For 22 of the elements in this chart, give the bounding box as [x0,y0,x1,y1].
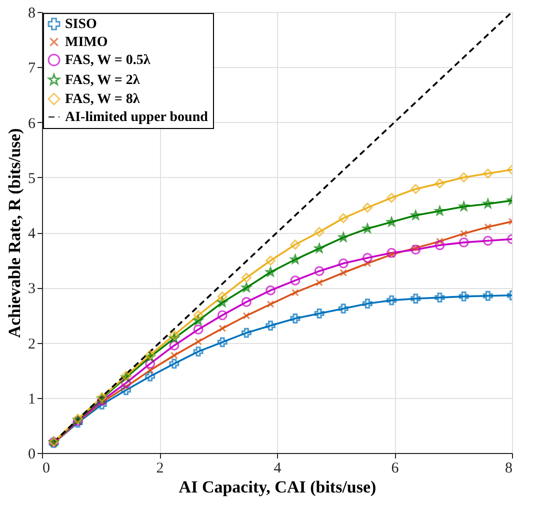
x-tick-label: 0 [42,460,50,476]
legend-label: AI-limited upper bound [65,110,208,125]
y-tick-label: 3 [28,281,36,298]
x-tick-label: 6 [391,460,400,476]
y-tick-label: 4 [28,226,36,242]
y-tick-label: 7 [28,60,36,77]
legend-label: SISO [65,17,98,32]
y-axis-title: Achievable Rate, R (bits/use) [5,128,24,338]
y-tick-label: 0 [28,446,36,462]
y-tick-label: 5 [28,170,36,187]
y-tick-label: 2 [28,336,36,352]
legend-label: MIMO [65,35,108,50]
legend-label: FAS, W = 8λ [65,92,140,107]
y-tick-label: 1 [28,391,36,408]
legend-label: FAS, W = 0.5λ [65,53,150,68]
x-tick-label: 4 [274,460,282,476]
x-tick-label: 2 [156,460,164,476]
legend-label: FAS, W = 2λ [65,73,140,88]
x-tick-label: 8 [505,460,512,476]
y-tick-label: 8 [28,6,36,22]
x-axis-title: AI Capacity, CAI (bits/use) [178,478,376,496]
y-tick-label: 6 [28,116,36,132]
